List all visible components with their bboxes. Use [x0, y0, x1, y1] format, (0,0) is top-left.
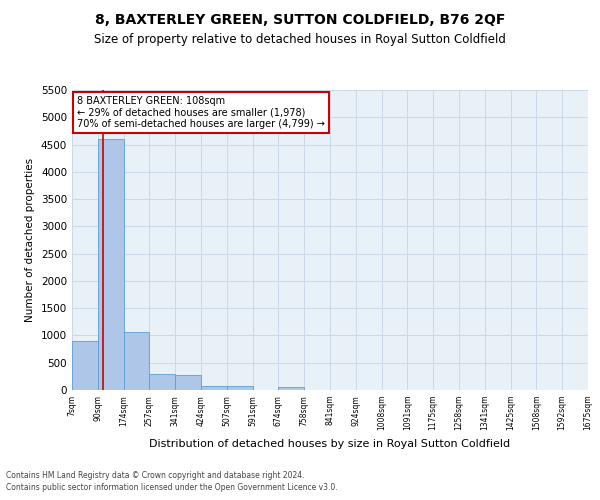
- Bar: [227, 386, 253, 390]
- Bar: [278, 388, 304, 390]
- Text: Contains public sector information licensed under the Open Government Licence v3: Contains public sector information licen…: [6, 484, 338, 492]
- Bar: [72, 341, 98, 390]
- Y-axis label: Number of detached properties: Number of detached properties: [25, 158, 35, 322]
- Bar: [175, 374, 201, 390]
- Text: 8 BAXTERLEY GREEN: 108sqm
← 29% of detached houses are smaller (1,978)
70% of se: 8 BAXTERLEY GREEN: 108sqm ← 29% of detac…: [77, 96, 325, 129]
- Bar: [98, 139, 124, 390]
- Text: 8, BAXTERLEY GREEN, SUTTON COLDFIELD, B76 2QF: 8, BAXTERLEY GREEN, SUTTON COLDFIELD, B7…: [95, 12, 505, 26]
- Text: Contains HM Land Registry data © Crown copyright and database right 2024.: Contains HM Land Registry data © Crown c…: [6, 471, 305, 480]
- Bar: [149, 374, 175, 390]
- Text: Size of property relative to detached houses in Royal Sutton Coldfield: Size of property relative to detached ho…: [94, 32, 506, 46]
- X-axis label: Distribution of detached houses by size in Royal Sutton Coldfield: Distribution of detached houses by size …: [149, 439, 511, 449]
- Bar: [124, 332, 149, 390]
- Bar: [201, 386, 227, 390]
